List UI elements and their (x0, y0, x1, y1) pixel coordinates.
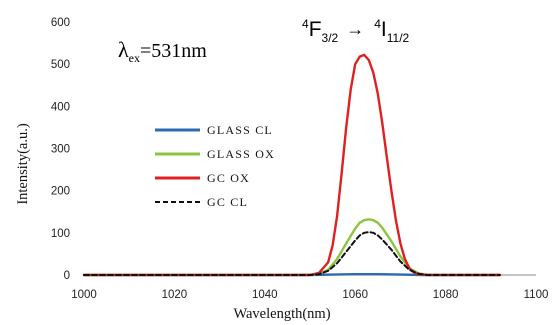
series-line-glass-ox (82, 218, 501, 277)
lambda-symbol: λ (118, 37, 129, 62)
legend: GLASS CL GLASS OX GC OX GC CL (155, 123, 275, 209)
series-line-gc-ox (82, 53, 501, 277)
transition-arrow: → (346, 19, 364, 39)
x-tick-label: 1080 (433, 289, 459, 301)
transition-from-symbol: F (309, 18, 322, 41)
series-line-gc-cl (83, 231, 501, 276)
x-tick-label: 1020 (162, 289, 188, 301)
transition-to-subscript: 11/2 (387, 31, 410, 45)
x-tick-label: 1060 (342, 289, 368, 301)
legend-label: GLASS OX (207, 147, 275, 161)
transition-to-superscript: 4 (374, 17, 381, 31)
x-axis-title: Wavelength(nm) (233, 306, 330, 322)
y-tick-label: 500 (51, 59, 70, 71)
lambda-subscript: ex (129, 51, 140, 65)
transition-from-superscript: 4 (302, 17, 309, 31)
y-tick-label: 200 (51, 186, 70, 198)
legend-label: GC CL (207, 195, 248, 209)
y-tick-label: 400 (51, 101, 70, 113)
x-tick-label: 1000 (71, 289, 97, 301)
transition-to-symbol: I (381, 18, 387, 41)
x-tick-label: 1040 (252, 289, 278, 301)
y-tick-label: 100 (51, 228, 70, 240)
transition-from-subscript: 3/2 (322, 31, 339, 45)
x-tick-labels: 1000 1020 1040 1060 1080 1100 (71, 289, 548, 301)
y-tick-label: 300 (51, 144, 70, 156)
series-lines (82, 53, 501, 277)
transition-annotation: 4F3/2 → 4I11/2 (302, 17, 410, 45)
legend-label: GC OX (207, 171, 250, 185)
y-tick-labels: 0 100 200 300 400 500 600 (51, 17, 70, 282)
excitation-value: =531nm (140, 40, 207, 62)
y-tick-label: 600 (51, 17, 70, 29)
y-tick-label: 0 (64, 270, 70, 282)
y-axis-title: Intensity(a.u.) (15, 123, 31, 205)
legend-label: GLASS CL (207, 123, 273, 137)
x-tick-label: 1100 (524, 289, 549, 301)
excitation-annotation: λex=531nm (118, 37, 207, 65)
